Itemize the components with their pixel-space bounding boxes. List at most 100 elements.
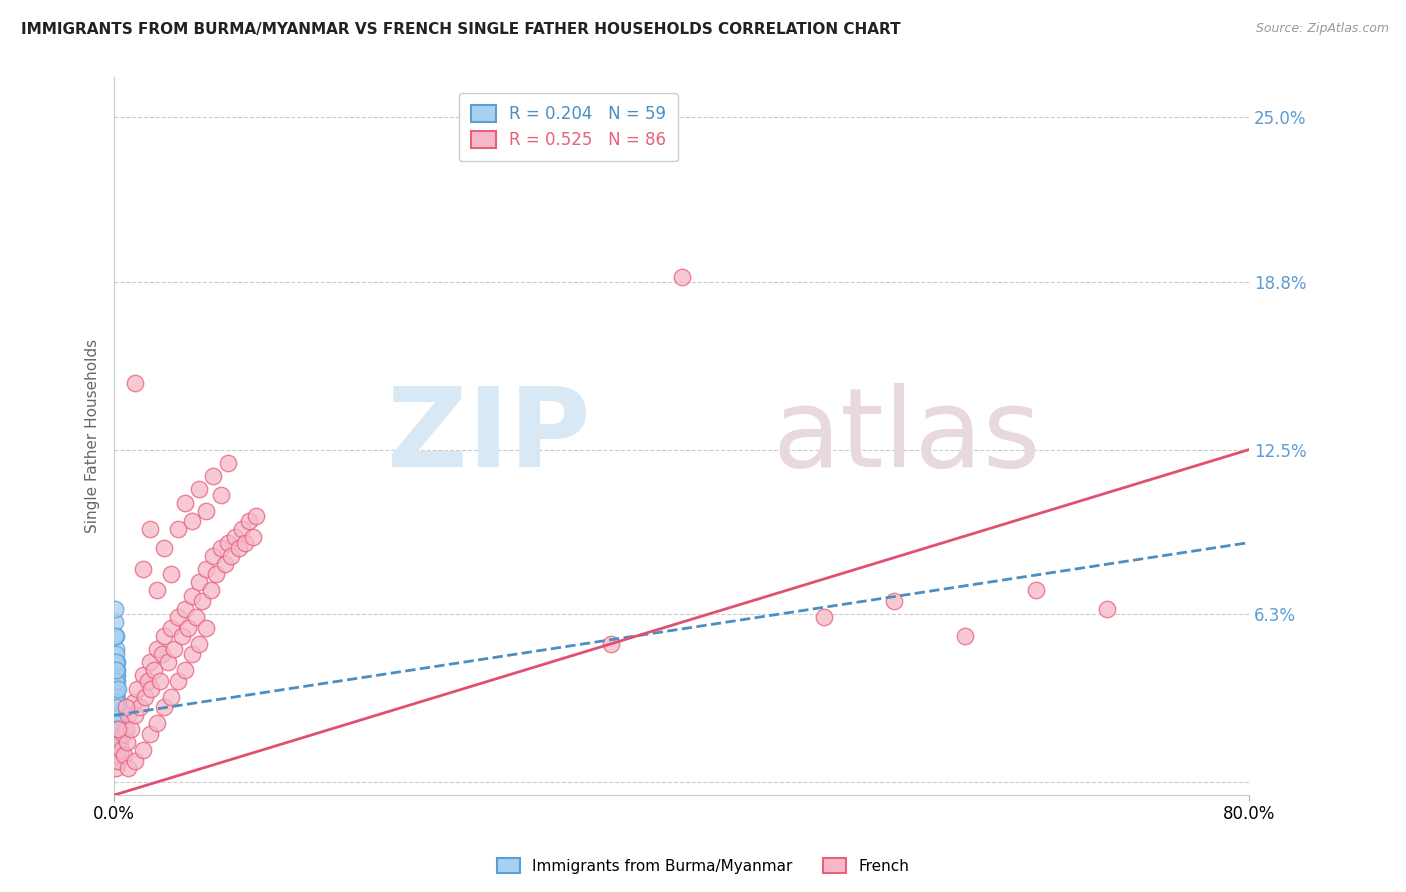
Point (104, 748, 127, 763)
Text: IMMIGRANTS FROM BURMA/MYANMAR VS FRENCH SINGLE FATHER HOUSEHOLDS CORRELATION CHA: IMMIGRANTS FROM BURMA/MYANMAR VS FRENCH … (21, 22, 901, 37)
Text: ZIP: ZIP (388, 383, 591, 490)
Point (110, 743, 132, 757)
Point (104, 727, 127, 741)
Point (160, 690, 183, 704)
Point (195, 504, 218, 518)
Point (231, 522, 253, 536)
Point (599, 636, 621, 650)
Point (142, 663, 165, 677)
Point (1025, 583, 1047, 598)
Point (107, 708, 129, 723)
Point (209, 488, 232, 502)
Point (134, 690, 156, 704)
Point (105, 681, 128, 696)
Point (138, 727, 160, 741)
Point (124, 708, 146, 723)
Point (107, 748, 129, 763)
Point (105, 700, 128, 714)
Point (131, 743, 153, 757)
Point (104, 743, 127, 757)
Point (104, 615, 127, 630)
Y-axis label: Single Father Households: Single Father Households (86, 339, 100, 533)
Point (104, 700, 127, 714)
Point (122, 695, 145, 709)
Point (104, 690, 127, 704)
Point (217, 535, 239, 549)
Point (174, 663, 197, 677)
Point (131, 668, 153, 682)
Point (104, 673, 127, 688)
Point (153, 700, 176, 714)
Point (152, 647, 174, 661)
Point (112, 748, 135, 763)
Point (224, 530, 246, 544)
Point (105, 748, 128, 763)
Point (105, 722, 128, 736)
Text: atlas: atlas (772, 383, 1040, 490)
Point (163, 641, 186, 656)
Point (188, 636, 211, 650)
Point (242, 530, 264, 544)
Point (104, 629, 127, 643)
Point (219, 549, 242, 563)
Point (117, 708, 139, 723)
Point (104, 743, 127, 757)
Point (128, 700, 150, 714)
Point (138, 522, 160, 536)
Point (153, 541, 176, 555)
Point (205, 567, 228, 582)
Point (104, 754, 127, 768)
Point (107, 716, 129, 731)
Point (104, 690, 127, 704)
Point (188, 575, 211, 590)
Legend: R = 0.204   N = 59, R = 0.525   N = 86: R = 0.204 N = 59, R = 0.525 N = 86 (458, 93, 678, 161)
Point (145, 716, 167, 731)
Point (107, 722, 129, 736)
Point (217, 456, 239, 470)
Point (104, 663, 127, 677)
Point (167, 522, 190, 536)
Point (111, 727, 134, 741)
Point (174, 496, 197, 510)
Point (955, 629, 977, 643)
Point (167, 673, 190, 688)
Legend: Immigrants from Burma/Myanmar, French: Immigrants from Burma/Myanmar, French (491, 852, 915, 880)
Point (107, 681, 129, 696)
Point (104, 727, 127, 741)
Point (138, 655, 160, 669)
Point (104, 629, 127, 643)
Point (104, 700, 127, 714)
Point (1097, 602, 1119, 616)
Point (104, 641, 127, 656)
Point (105, 663, 128, 677)
Point (105, 722, 128, 736)
Point (107, 727, 129, 741)
Point (131, 562, 153, 576)
Point (105, 673, 128, 688)
Point (174, 602, 197, 616)
Point (813, 610, 835, 624)
Point (104, 735, 127, 749)
Point (195, 621, 218, 635)
Point (115, 735, 138, 749)
Point (104, 735, 127, 749)
Point (105, 727, 128, 741)
Point (104, 668, 127, 682)
Point (209, 541, 232, 555)
Point (120, 722, 142, 736)
Point (107, 722, 129, 736)
Point (124, 754, 146, 768)
Point (245, 508, 267, 523)
Point (107, 695, 129, 709)
Point (104, 673, 127, 688)
Point (181, 514, 204, 528)
Point (186, 610, 208, 624)
Point (104, 762, 127, 776)
Point (105, 655, 128, 669)
Point (105, 743, 128, 757)
Point (105, 668, 128, 682)
Point (671, 269, 693, 284)
Point (181, 589, 204, 603)
Point (104, 602, 127, 616)
Point (125, 681, 148, 696)
